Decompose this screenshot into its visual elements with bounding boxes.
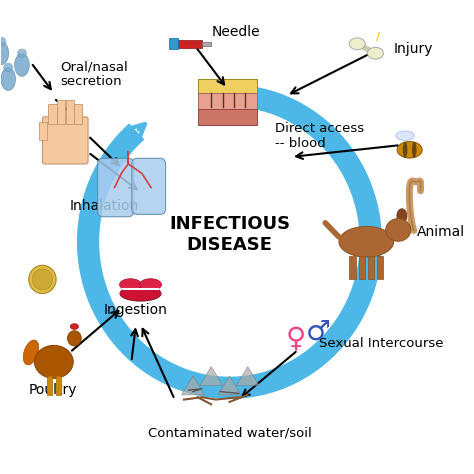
Polygon shape — [182, 376, 204, 395]
Ellipse shape — [349, 38, 365, 50]
Bar — [198, 109, 257, 126]
Ellipse shape — [397, 142, 422, 158]
Ellipse shape — [1, 68, 16, 91]
Bar — [198, 92, 257, 109]
Text: Animal: Animal — [417, 225, 465, 239]
Text: Inhalation: Inhalation — [69, 200, 139, 213]
Bar — [56, 376, 61, 395]
Ellipse shape — [396, 131, 414, 140]
Text: Sexual Intercourse: Sexual Intercourse — [319, 337, 444, 349]
Ellipse shape — [0, 37, 6, 46]
Text: ♂: ♂ — [306, 317, 331, 345]
Bar — [74, 104, 82, 124]
Bar — [48, 104, 56, 124]
Text: ♀: ♀ — [285, 324, 306, 352]
Ellipse shape — [386, 219, 411, 241]
Ellipse shape — [32, 269, 53, 290]
Text: Contaminated water/soil: Contaminated water/soil — [147, 426, 311, 439]
Bar — [47, 376, 52, 395]
Bar — [368, 256, 374, 279]
Polygon shape — [237, 366, 259, 385]
Text: Poultry: Poultry — [29, 383, 77, 397]
Bar — [66, 100, 74, 124]
Bar — [202, 42, 211, 46]
Ellipse shape — [70, 324, 79, 329]
Bar — [377, 256, 383, 279]
Bar — [358, 256, 365, 279]
FancyBboxPatch shape — [132, 158, 165, 214]
Bar — [169, 38, 178, 49]
Ellipse shape — [29, 265, 56, 293]
Bar — [198, 79, 257, 93]
Text: Oral/nasal
secretion: Oral/nasal secretion — [61, 60, 128, 89]
Ellipse shape — [0, 42, 9, 64]
Bar — [56, 100, 65, 124]
Polygon shape — [218, 376, 241, 395]
Text: Injury: Injury — [394, 42, 433, 55]
Ellipse shape — [15, 54, 29, 76]
Ellipse shape — [23, 340, 39, 365]
Ellipse shape — [397, 209, 407, 223]
FancyBboxPatch shape — [43, 117, 88, 164]
Ellipse shape — [120, 286, 161, 301]
Text: Direct access
-- blood: Direct access -- blood — [275, 122, 364, 150]
FancyBboxPatch shape — [98, 158, 134, 217]
Ellipse shape — [4, 63, 13, 72]
Text: Ingestion: Ingestion — [104, 303, 168, 317]
Ellipse shape — [339, 227, 394, 257]
Ellipse shape — [18, 49, 27, 57]
Ellipse shape — [35, 346, 73, 378]
Polygon shape — [200, 366, 223, 385]
Text: Needle: Needle — [211, 25, 260, 39]
Bar — [177, 40, 202, 47]
Bar — [349, 256, 356, 279]
Ellipse shape — [367, 47, 383, 59]
Text: /: / — [376, 32, 380, 42]
Ellipse shape — [412, 142, 417, 158]
Text: INFECTIOUS
DISEASE: INFECTIOUS DISEASE — [169, 215, 290, 254]
Ellipse shape — [119, 279, 141, 291]
Bar — [39, 121, 47, 140]
Ellipse shape — [140, 279, 162, 291]
Ellipse shape — [67, 331, 81, 346]
Ellipse shape — [403, 142, 407, 158]
